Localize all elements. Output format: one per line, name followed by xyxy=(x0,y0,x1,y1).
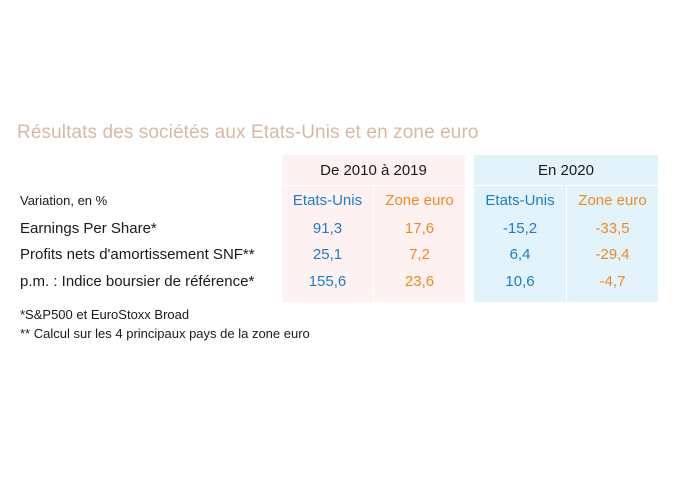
table-cell: -15,2 xyxy=(502,220,538,237)
column-header-euro: Zone euro xyxy=(578,192,647,209)
table-cell: 155,6 xyxy=(308,273,347,290)
table-cell: 7,2 xyxy=(409,246,430,263)
table-cell: 10,6 xyxy=(505,273,535,290)
period-header-2010-2019: De 2010 à 2019 xyxy=(320,162,427,179)
row-label: p.m. : Indice boursier de référence* xyxy=(20,273,255,290)
unit-label: Variation, en % xyxy=(20,193,108,208)
table-cell: 6,4 xyxy=(509,246,531,263)
table-cell: 23,6 xyxy=(404,273,435,290)
header-divider xyxy=(474,185,658,186)
column-header-us: Etats-Unis xyxy=(485,192,555,209)
table-title: Résultats des sociétés aux Etats-Unis et… xyxy=(17,122,479,143)
footnote: *S&P500 et EuroStoxx Broad xyxy=(20,307,190,322)
column-header-us: Etats-Unis xyxy=(292,192,363,209)
footnote: ** Calcul sur les 4 principaux pays de l… xyxy=(20,326,310,341)
header-divider xyxy=(282,185,465,186)
table-cell: -33,5 xyxy=(595,220,630,237)
period-header-2020: En 2020 xyxy=(538,162,594,179)
table-cell: -29,4 xyxy=(595,246,630,263)
table-cell: 17,6 xyxy=(404,220,435,237)
table-cell: -4,7 xyxy=(599,273,626,290)
table-cell: 91,3 xyxy=(312,220,343,237)
row-label: Earnings Per Share* xyxy=(20,220,157,237)
column-header-euro: Zone euro xyxy=(385,192,454,209)
column-divider xyxy=(373,186,374,302)
table-cell: 25,1 xyxy=(312,246,343,263)
row-label: Profits nets d'amortissement SNF** xyxy=(20,246,255,263)
column-divider xyxy=(566,186,567,302)
